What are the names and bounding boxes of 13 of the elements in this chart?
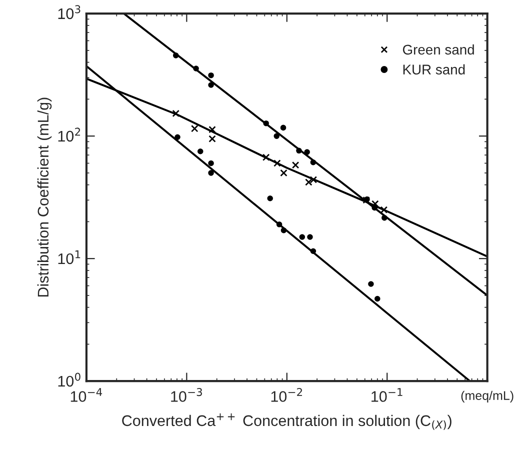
y-tick-label: 10$^{0}$ [58,372,80,387]
x-tick-label: 10$^{−3}$ [171,388,202,402]
x-tick-label: 10$^{−2}$ [271,388,302,402]
x-tick-label: 10$^{−1}$ [372,388,402,402]
legend-label: KUR sand [403,64,465,74]
legend-label: Green sand [402,44,474,55]
x-axis-title: Converted Ca$^{++}$ Concentration in solution (C$_{(X)}$) [122,413,452,430]
y-tick-label: 10$^{3}$ [58,5,80,20]
x-tick-label: 10$^{−4}$ [70,388,102,402]
y-axis-title: Distribution Coefficient (mL/g) [37,98,52,297]
y-tick-label: 10$^{2}$ [58,128,80,142]
x-tick-label: (meq/mL) [461,390,514,402]
y-tick-label: 10$^{1}$ [58,250,80,264]
